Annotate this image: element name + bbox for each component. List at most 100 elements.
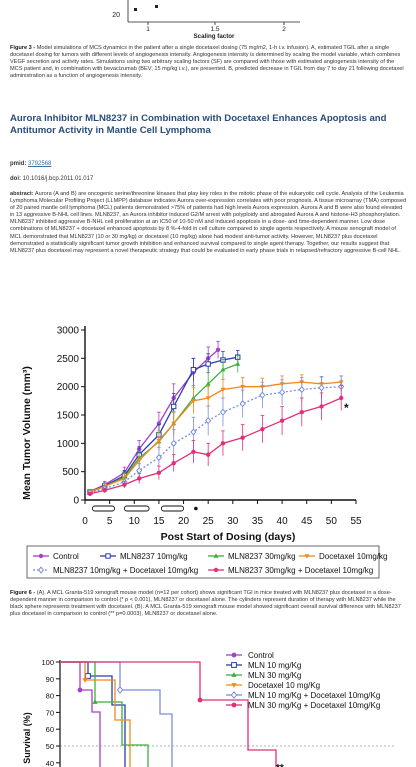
survival-marker xyxy=(77,687,83,693)
series-4 xyxy=(86,375,345,497)
legend-entry: MLN8237 10mg/kg + Docetaxel 10mg/kg xyxy=(53,566,198,575)
data-point xyxy=(190,366,197,373)
data-point xyxy=(220,387,226,393)
abstract-label: abstract: xyxy=(10,191,34,197)
top-figure-point xyxy=(134,8,137,11)
data-point xyxy=(171,460,176,466)
chart-a-ytick: 0 xyxy=(73,496,79,507)
survival-marker xyxy=(116,686,124,694)
data-point xyxy=(205,452,211,457)
top-figure-ytick: 20 xyxy=(112,12,120,19)
abstract: abstract: Aurora (A and B) are oncogenic… xyxy=(10,191,408,255)
legend-marker xyxy=(37,566,45,574)
chart-a-ytick: 2500 xyxy=(57,354,80,365)
data-point xyxy=(260,426,265,432)
top-figure-xtick: 2 xyxy=(282,26,286,33)
pmid-label: pmid: xyxy=(10,161,27,167)
article-title: Aurora Inhibitor MLN8237 in Combination … xyxy=(10,113,387,136)
data-point xyxy=(205,381,211,386)
legend-marker xyxy=(231,702,237,708)
chart-a-xtick: 25 xyxy=(203,516,215,527)
series-line xyxy=(89,363,238,493)
series-line xyxy=(89,356,238,493)
chart-a-xlabel: Post Start of Dosing (days) xyxy=(161,531,296,543)
legend-marker xyxy=(213,567,219,573)
survival-curve xyxy=(60,661,101,767)
legend-marker xyxy=(231,672,237,677)
legend-entry: MLN 10 mg/Kg xyxy=(248,661,301,670)
figure3-label: Figure 3 - xyxy=(10,45,36,51)
chart-b-ylabel: Survival (%) xyxy=(22,712,32,764)
figure6-label: Figure 6 - xyxy=(10,590,36,596)
data-point xyxy=(171,421,177,427)
legend-marker xyxy=(231,683,237,688)
tumor-volume-chart: 0 500 1000 1500 2000 2500 3000 0 5 10 15 20 25 30 35 40… xyxy=(21,326,387,579)
top-figure-xtick: 1 xyxy=(146,26,150,33)
pmid-link[interactable]: 3792568 xyxy=(28,161,52,167)
legend-marker xyxy=(230,691,238,699)
survival-curve xyxy=(60,661,173,767)
data-point xyxy=(190,399,196,404)
series-line xyxy=(89,386,342,494)
data-point xyxy=(137,476,142,481)
legend-entry: MLN 30 mg/Kg xyxy=(248,671,301,680)
chart-a-xtick: 45 xyxy=(301,516,313,527)
chart-b-ytick: 50 xyxy=(46,742,54,751)
top-figure: 20 1 1.5 2 Scaling factor xyxy=(112,0,300,40)
data-point xyxy=(122,482,127,487)
chart-a-xtick: 30 xyxy=(227,516,239,527)
data-point xyxy=(318,384,325,392)
figure3-text: Model simulations of MCS dynamics in the… xyxy=(10,45,404,80)
data-point xyxy=(319,404,324,409)
legend-entry: Docetaxel 10 mg/Kg xyxy=(248,681,320,690)
figure6-caption: Figure 6 - (A). A MCL Granta-519 xenogra… xyxy=(10,590,408,618)
chart-a-xtick: 40 xyxy=(277,516,289,527)
legend-entry: MLN8237 10mg/kg xyxy=(120,552,188,561)
chart-a-annotation: * xyxy=(344,401,349,415)
data-point xyxy=(205,361,211,367)
chart-a-xtick: 5 xyxy=(107,516,113,527)
data-point xyxy=(87,491,93,496)
chart-b-ytick: 80 xyxy=(46,692,54,701)
figure6-text: (A). A MCL Granta-519 xenograft mouse mo… xyxy=(10,590,401,618)
chart-a-xtick: 15 xyxy=(153,516,165,527)
chart-a-xtick: 10 xyxy=(129,516,141,527)
chart-b-ytick: 70 xyxy=(46,708,54,717)
data-point xyxy=(102,488,107,493)
survival-marker xyxy=(92,699,98,704)
data-point xyxy=(205,417,212,425)
legend-marker xyxy=(105,553,111,559)
legend-entry: MLN8237 30mg/kg + Docetaxel 10mg/kg xyxy=(228,566,373,575)
survival-marker xyxy=(197,697,203,703)
chart-a-xtick: 50 xyxy=(326,516,338,527)
doi-line: doi: 10.1016/j.bcp.2011.01.017 xyxy=(10,175,93,183)
doi-label: doi: xyxy=(10,176,21,182)
data-point xyxy=(339,395,344,401)
data-point xyxy=(156,438,162,444)
data-point xyxy=(220,367,226,372)
data-point xyxy=(298,385,305,394)
legend-entry: Control xyxy=(248,651,274,660)
chart-b-ytick: 40 xyxy=(46,759,54,767)
legend-marker xyxy=(231,652,237,658)
legend-entry: Control xyxy=(53,552,79,561)
chart-a-ylabel: Mean Tumor Volume (mm³) xyxy=(21,366,33,500)
chart-a-ytick: 500 xyxy=(62,467,79,478)
legend-entry: Docetaxel 10mg/kg xyxy=(319,552,387,561)
chart-a-xtick: 20 xyxy=(178,516,190,527)
series-0 xyxy=(87,340,221,494)
data-point xyxy=(156,470,162,475)
chart-b-ytick: 100 xyxy=(41,658,54,667)
series-5 xyxy=(87,385,344,496)
top-figure-point xyxy=(155,5,158,8)
legend-entry: MLN 10 mg/Kg + Docetaxel 10mg/Kg xyxy=(248,691,380,700)
series-line xyxy=(89,349,219,493)
data-point xyxy=(279,418,285,423)
data-point xyxy=(240,435,245,440)
dosing-cylinder xyxy=(123,505,150,512)
figure3-caption: Figure 3 - Model simulations of MCS dyna… xyxy=(10,45,408,80)
legend-entry: MLN8237 30mg/kg xyxy=(228,552,296,561)
data-point xyxy=(190,428,197,436)
data-point xyxy=(170,439,177,447)
